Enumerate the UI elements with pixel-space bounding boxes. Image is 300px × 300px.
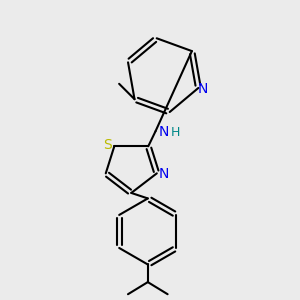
Text: N: N [159,125,169,140]
Text: S: S [103,138,112,152]
Text: H: H [171,126,180,139]
Text: N: N [198,82,208,96]
Text: N: N [158,167,169,182]
